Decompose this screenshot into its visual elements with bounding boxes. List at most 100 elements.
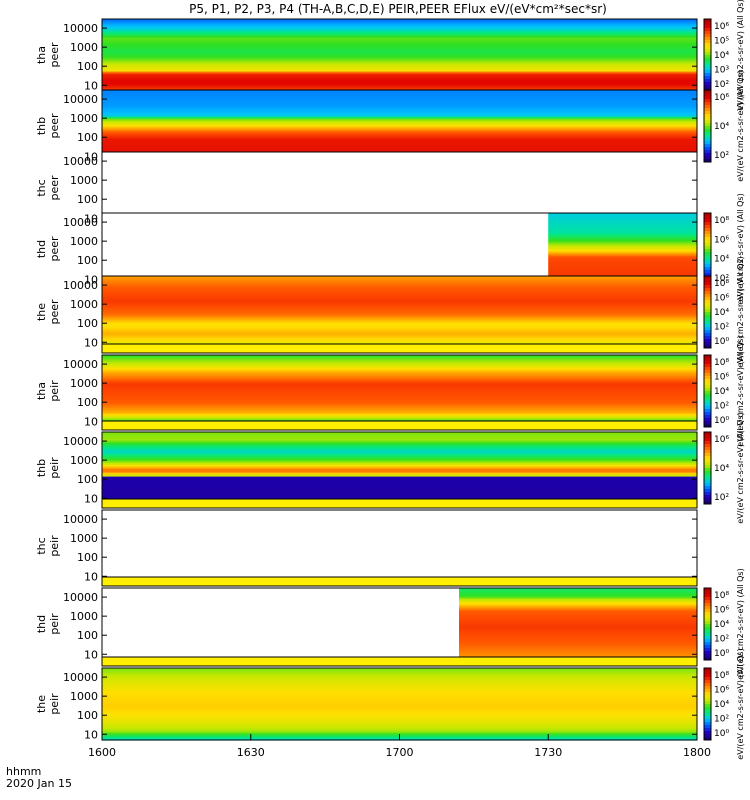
colorbar-segment [704, 243, 711, 247]
x-axis-label-hhmm: hhmm [6, 765, 41, 778]
heatmap-row [459, 616, 697, 619]
heatmap-row [102, 77, 697, 80]
colorbar-tick-label: 10⁶ [714, 294, 729, 304]
yellow-flag-band [102, 421, 697, 430]
heatmap-row [102, 440, 697, 443]
colorbar-label: eV/(eV cm2-s-sr-eV) (All Qs) [736, 70, 745, 181]
heatmap-row [102, 67, 697, 70]
heatmap-row [102, 363, 697, 366]
heatmap-row [102, 306, 697, 309]
colorbar-tick-label: 10⁸ [714, 671, 729, 681]
heatmap-row [102, 140, 697, 143]
colorbar-segment [704, 677, 711, 681]
colorbar-segment [704, 609, 711, 613]
colorbar-segment [704, 52, 711, 56]
heatmap-row [102, 334, 697, 337]
heatmap-row [459, 596, 697, 599]
heatmap-row [548, 255, 697, 258]
colorbar-segment [704, 361, 711, 365]
y-tick-label: 10000 [63, 155, 98, 168]
colorbar-segment [704, 234, 711, 238]
heatmap-row [102, 357, 697, 360]
colorbar-segment [704, 686, 711, 690]
heatmap-row [102, 25, 697, 28]
heatmap-row [102, 280, 697, 283]
colorbar-segment [704, 713, 711, 717]
yellow-flag-band-frame [101, 343, 698, 354]
colorbar-segment [704, 376, 711, 380]
colorbar-segment [704, 737, 711, 741]
colorbar-segment [704, 318, 711, 322]
heatmap-row [459, 624, 697, 627]
heatmap-row [102, 672, 697, 675]
heatmap-row [102, 316, 697, 319]
colorbar-segment [704, 624, 711, 628]
colorbar-segment [704, 255, 711, 259]
heatmap-row [102, 39, 697, 42]
colorbar-segment [704, 400, 711, 404]
colorbar-segment [704, 385, 711, 389]
heatmap-row [102, 417, 697, 420]
heatmap-row [102, 442, 697, 445]
heatmap-row [459, 644, 697, 647]
y-tick-label: 10 [84, 415, 98, 428]
heatmap-row [102, 732, 697, 735]
colorbar-segment [704, 258, 711, 262]
colorbar-segment [704, 421, 711, 425]
heatmap-row [548, 225, 697, 228]
heatmap-row [102, 312, 697, 315]
heatmap-row [102, 304, 697, 307]
y-tick-label: 1000 [70, 235, 98, 248]
heatmap-row [102, 342, 697, 345]
colorbar-segment [704, 701, 711, 705]
heatmap [459, 588, 697, 661]
heatmap-row [102, 434, 697, 437]
heatmap-row [459, 640, 697, 643]
colorbar-segment [704, 126, 711, 130]
colorbar-tick-label: 10⁸ [714, 279, 729, 289]
heatmap-row [102, 43, 697, 46]
colorbar-segment [704, 46, 711, 50]
heatmap-row [102, 35, 697, 38]
colorbar-segment [704, 252, 711, 256]
colorbar-segment [704, 492, 711, 496]
colorbar-tick-label: 10⁴ [714, 464, 729, 474]
colorbar-segment [704, 668, 711, 672]
colorbar-segment [704, 40, 711, 44]
panel-label-probe: thd [35, 240, 48, 258]
heatmap-row [102, 83, 697, 86]
y-tick-label: 10 [84, 212, 98, 225]
y-tick-label: 100 [77, 254, 98, 267]
colorbar-tick-label: 10⁴ [714, 387, 729, 397]
colorbar-segment [704, 704, 711, 708]
heatmap-row [548, 239, 697, 242]
heatmap-row [102, 710, 697, 713]
colorbar-segment [704, 462, 711, 466]
panel-label-instrument: peer [48, 42, 61, 68]
heatmap-row [102, 31, 697, 34]
heatmap-row [102, 470, 697, 473]
heatmap-row [102, 702, 697, 705]
heatmap-row [102, 294, 697, 297]
y-tick-label: 1000 [70, 690, 98, 703]
heatmap-row [548, 229, 697, 232]
heatmap-row [102, 122, 697, 125]
heatmap-row [102, 381, 697, 384]
x-tick-label: 1630 [237, 746, 265, 759]
colorbar-segment [704, 159, 711, 163]
y-tick-label: 10000 [63, 216, 98, 229]
colorbar-frame [703, 431, 712, 505]
panel-label-probe: tha [35, 382, 48, 400]
heatmap-row [102, 438, 697, 441]
yellow-flag-band-frame [101, 498, 698, 509]
heatmap-row [102, 399, 697, 402]
heatmap-row [459, 636, 697, 639]
colorbar-segment [704, 324, 711, 328]
y-tick-label: 10000 [63, 435, 98, 448]
heatmap-row [102, 94, 697, 97]
colorbar-tick-label: 10⁴ [714, 255, 729, 265]
colorbar-tick-label: 10⁴ [714, 122, 729, 132]
y-tick-label: 10 [84, 728, 98, 741]
